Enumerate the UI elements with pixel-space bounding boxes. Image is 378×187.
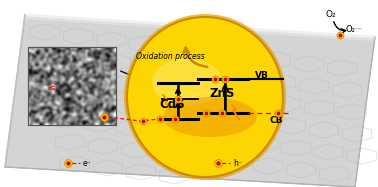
Ellipse shape	[163, 97, 257, 137]
Ellipse shape	[124, 14, 286, 180]
Polygon shape	[5, 15, 375, 187]
Bar	[28, 47, 116, 125]
Bar	[28, 47, 116, 125]
Polygon shape	[23, 15, 375, 41]
FancyArrowPatch shape	[334, 22, 346, 33]
Text: rG: rG	[48, 86, 56, 91]
Text: ZnS: ZnS	[209, 87, 235, 100]
FancyArrowPatch shape	[183, 47, 207, 67]
Text: e⁻: e⁻	[83, 159, 91, 168]
Ellipse shape	[152, 58, 222, 106]
Text: Oxidation process: Oxidation process	[136, 52, 204, 61]
Text: VB: VB	[255, 71, 269, 80]
Ellipse shape	[127, 17, 283, 177]
Text: CdS: CdS	[159, 98, 185, 111]
Text: CB: CB	[270, 116, 284, 125]
Text: O₂: O₂	[326, 10, 337, 19]
Text: h⁻: h⁻	[233, 159, 242, 168]
Text: O₂·⁻: O₂·⁻	[345, 25, 362, 34]
